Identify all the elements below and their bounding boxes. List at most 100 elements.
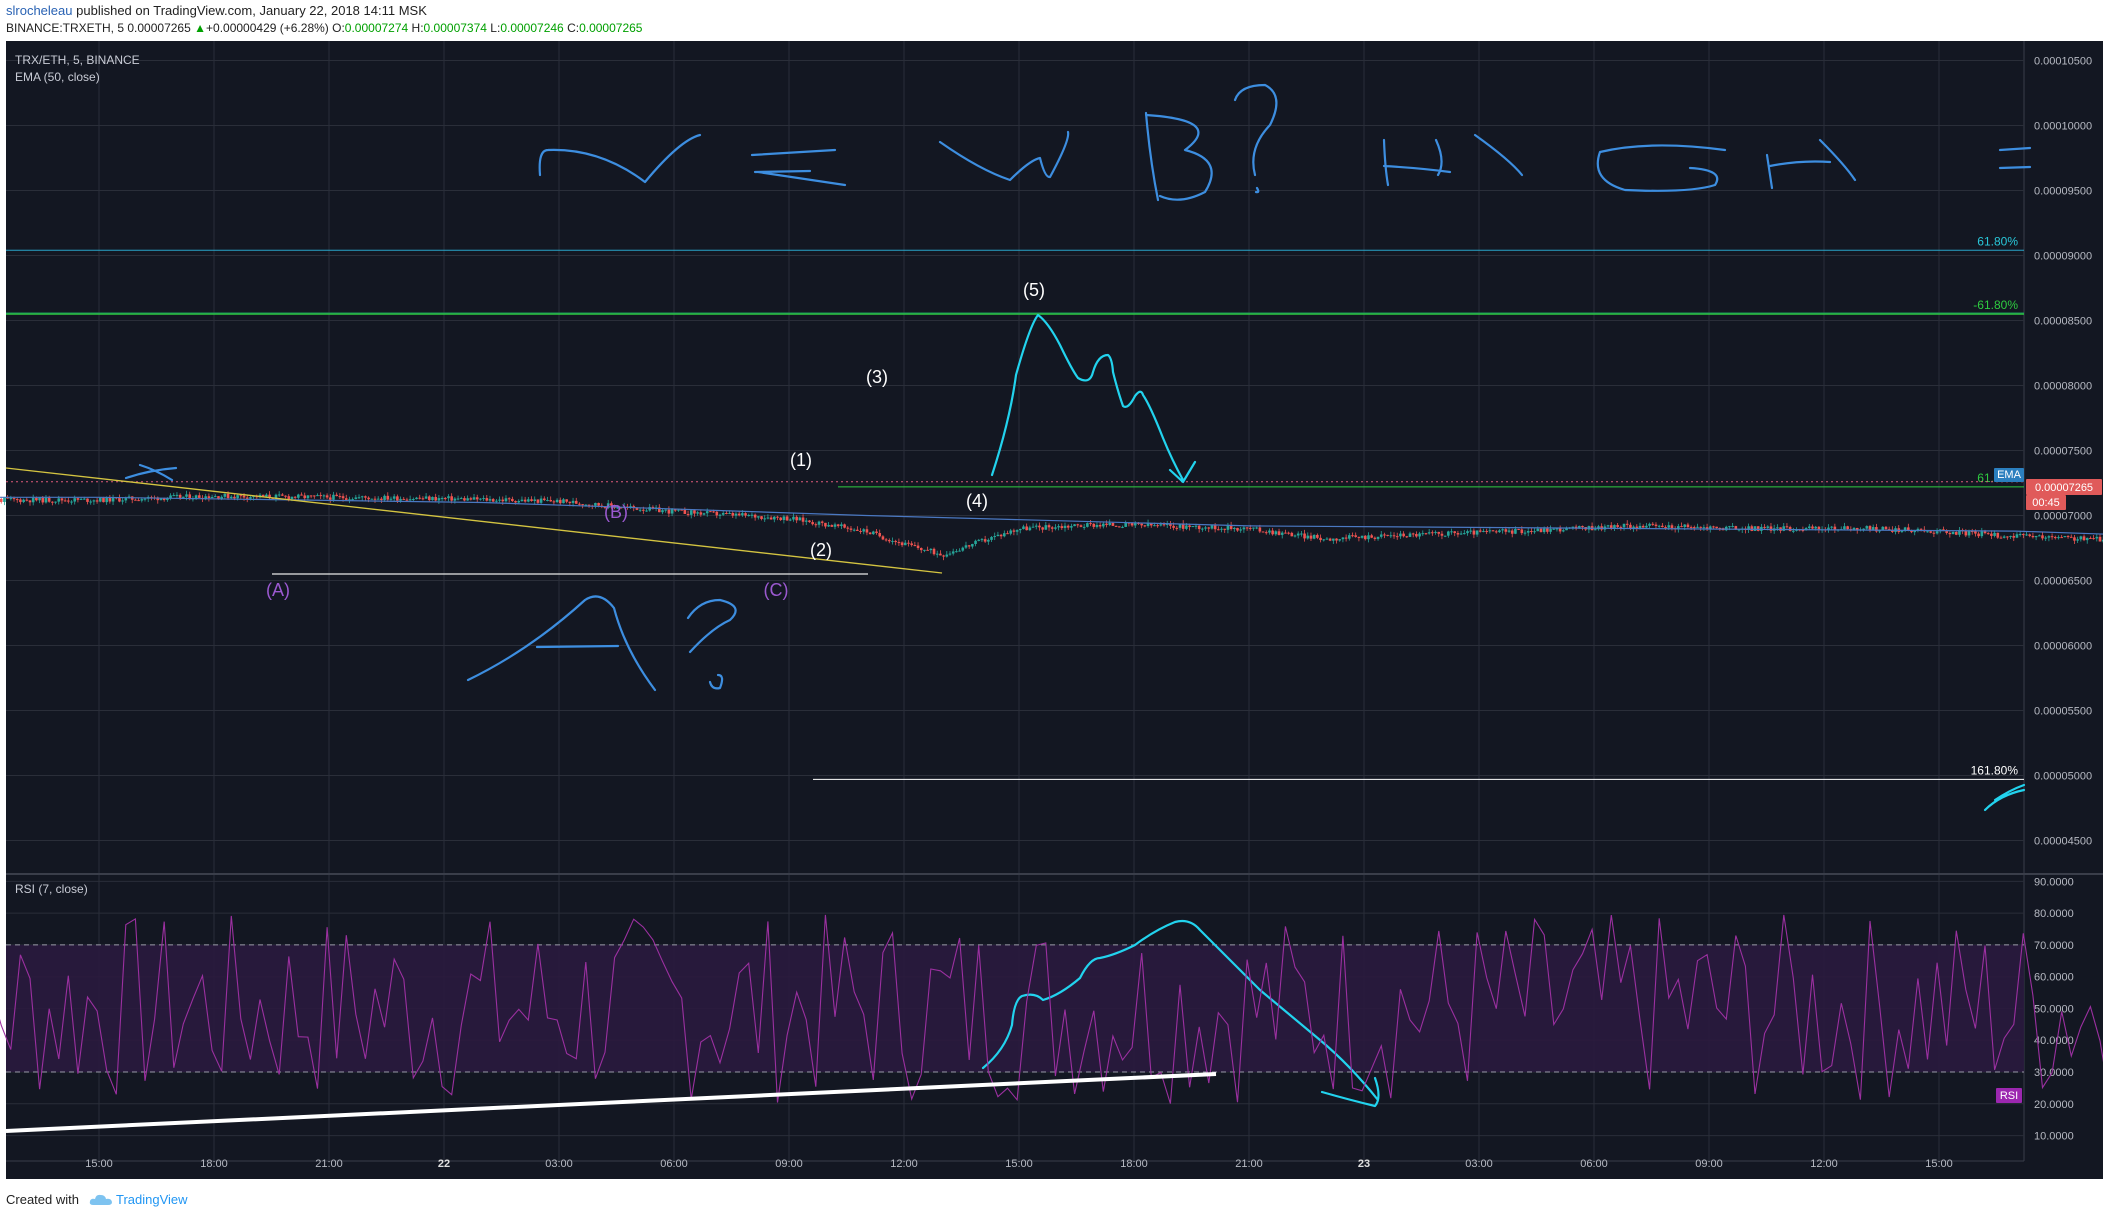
candle-body: [1293, 535, 1297, 537]
candle-body: [351, 499, 354, 501]
candle-body: [1379, 534, 1383, 537]
rsi-badge[interactable]: RSI: [2000, 1090, 2018, 1102]
candle-body: [31, 497, 35, 503]
candle-body: [1098, 525, 1102, 527]
candle-body: [517, 500, 521, 503]
candle-body: [405, 499, 409, 501]
candle-body: [1677, 526, 1680, 530]
timer-badge[interactable]: 00:45: [2032, 497, 2060, 509]
rsi-tick-label: 60.0000: [2034, 972, 2074, 984]
candle-body: [1012, 530, 1016, 532]
candle-body: [769, 517, 773, 520]
candle-body: [948, 553, 952, 555]
candle-body: [1226, 525, 1230, 530]
candle-body: [923, 549, 926, 551]
tradingview-link[interactable]: TradingView: [116, 1192, 188, 1207]
candle-body: [1942, 529, 1945, 531]
rsi-badge-bg: [1996, 1088, 2022, 1103]
candle-body: [1140, 523, 1143, 526]
candle-body: [1453, 531, 1457, 534]
candle-body: [1980, 531, 1984, 537]
candle-body: [360, 496, 364, 498]
candle-body: [1737, 529, 1741, 531]
candle-body: [2089, 537, 2092, 539]
candle-body: [1954, 531, 1958, 535]
candle-body: [1689, 527, 1693, 529]
rsi-legend[interactable]: RSI (7, close): [15, 882, 88, 896]
candle-body: [814, 524, 818, 526]
candle-body: [1708, 526, 1712, 530]
close-label: C:: [567, 21, 580, 35]
candle-body: [1073, 524, 1076, 527]
handwritten-stroke: [466, 595, 657, 692]
candle-body: [364, 496, 367, 498]
candle-body: [6, 497, 9, 499]
candle-body: [951, 551, 955, 554]
candle-body: [1865, 526, 1869, 529]
candle-body: [482, 498, 485, 500]
wave-label: (C): [764, 580, 789, 600]
candle-body: [1974, 531, 1977, 534]
candle-body: [1271, 530, 1274, 535]
candle-body: [159, 498, 163, 501]
time-tick-label: 15:00: [1005, 1158, 1033, 1170]
price-badge[interactable]: 0.00007265: [2035, 482, 2093, 494]
author-link[interactable]: slrocheleau: [6, 3, 73, 18]
candle-body: [67, 500, 70, 502]
handwritten-stroke: [1998, 146, 2032, 170]
candle-body: [1325, 538, 1329, 540]
candle-body: [1801, 530, 1805, 532]
candle-body: [172, 495, 176, 497]
handwritten-stroke: [1233, 83, 1278, 194]
ema-badge[interactable]: EMA: [1997, 469, 2022, 481]
candle-body: [261, 494, 265, 497]
candle-body: [635, 507, 639, 510]
candle-body: [1501, 529, 1504, 531]
candle-body: [795, 516, 798, 521]
candle-body: [1309, 535, 1313, 539]
candle-body: [1622, 523, 1626, 528]
candle-body: [1629, 524, 1632, 529]
candle-body: [565, 499, 568, 502]
candle-body: [2066, 536, 2070, 538]
candle-body: [619, 507, 623, 509]
price-axis-bg: [2024, 41, 2103, 1161]
candle-body: [328, 497, 332, 500]
candle-body: [884, 539, 888, 541]
candle-body: [792, 516, 795, 520]
candle-body: [836, 524, 840, 527]
wave-label: (B): [604, 502, 628, 522]
timer-badge-bg: [2026, 495, 2066, 510]
candle-body: [1884, 526, 1888, 530]
candle-body: [73, 498, 77, 502]
candle-body: [1750, 526, 1754, 531]
candle-body: [83, 498, 86, 500]
ema-legend[interactable]: EMA (50, close): [15, 70, 100, 84]
candle-body: [673, 509, 677, 511]
candle-body: [412, 499, 415, 501]
candle-body: [223, 493, 227, 497]
candle-body: [629, 506, 632, 508]
close-value: 0.00007265: [579, 21, 643, 35]
candle-body: [1207, 527, 1211, 529]
candle-body: [980, 539, 984, 541]
candle-body: [1986, 533, 1990, 535]
chart-area[interactable]: 15:00 18:00 21:00 22 03:00 06:00 09:00 12:00 15:…: [0, 41, 2103, 1179]
candle-body: [306, 495, 310, 499]
candle-body: [1213, 524, 1217, 530]
main-pane-bg: [6, 41, 2024, 873]
candle-body: [1095, 525, 1099, 527]
candle-body: [344, 498, 348, 500]
candle-body: [57, 498, 61, 502]
chart-svg[interactable]: 15:00 18:00 21:00 22 03:00 06:00 09:00 12:00 15:…: [0, 41, 2103, 1179]
candle-body: [552, 501, 556, 503]
candle-body: [1469, 530, 1472, 532]
rsi-tick-label: 40.0000: [2034, 1035, 2074, 1047]
candle-body: [249, 497, 252, 499]
candle-body: [1022, 526, 1025, 530]
candle-body: [1558, 528, 1562, 532]
candle-body: [1526, 530, 1530, 533]
symbol-label: BINANCE:TRXETH, 5: [6, 21, 125, 35]
candle-body: [753, 514, 757, 518]
candle-body: [156, 497, 160, 501]
